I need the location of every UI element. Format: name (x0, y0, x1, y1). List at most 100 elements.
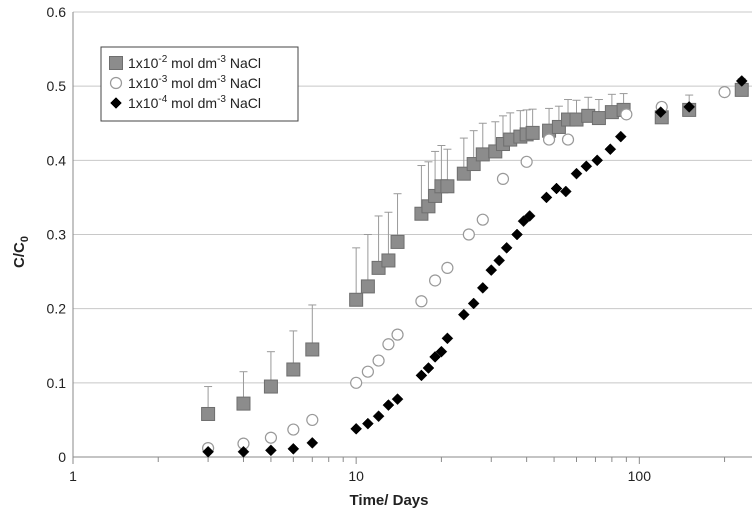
data-point-diamond (441, 332, 454, 345)
data-point-diamond (382, 399, 395, 411)
data-point-circle (372, 354, 385, 367)
data-point-diamond (604, 143, 617, 156)
data-point-circle (391, 328, 404, 341)
legend-label-part: -2 (158, 54, 167, 65)
data-point-square (263, 379, 278, 394)
legend-label-part: 1x10 (128, 95, 159, 111)
data-point-diamond (415, 369, 428, 382)
legend-label-part: -4 (158, 94, 167, 105)
data-point-circle (306, 413, 319, 427)
data-point-square (604, 105, 619, 120)
data-point-diamond (511, 228, 523, 241)
legend-label-part: -3 (217, 54, 226, 65)
data-point-diamond (265, 444, 277, 457)
x-tick-label: 100 (628, 468, 652, 484)
data-point-diamond (350, 422, 363, 435)
x-tick-label: 1 (69, 468, 77, 484)
data-point-circle (561, 133, 575, 146)
data-point-diamond (500, 241, 513, 254)
legend-label-part: -3 (217, 74, 226, 85)
legend-marker-diamond (110, 97, 122, 109)
data-point-square (236, 396, 251, 411)
data-point-diamond (523, 210, 536, 222)
y-tick-label: 0.6 (47, 4, 67, 20)
data-point-circle (264, 431, 278, 444)
data-point-diamond (372, 410, 385, 423)
data-point-diamond (422, 362, 435, 374)
data-point-diamond (429, 351, 441, 363)
x-axis-title: Time/ Days (350, 492, 429, 509)
data-point-square (569, 112, 584, 127)
y-tick-label: 0.2 (47, 301, 67, 317)
data-point-circle (476, 213, 489, 226)
data-point-square (591, 111, 606, 126)
data-point-circle (718, 85, 731, 99)
legend-label-part: NaCl (226, 75, 261, 91)
data-point-diamond (467, 297, 480, 310)
data-point-circle (287, 423, 300, 436)
gridlines (73, 11, 752, 384)
data-point-circle (620, 108, 633, 121)
data-point-diamond (654, 106, 667, 118)
legend-label: 1x10-3 mol dm-3 NaCl (128, 74, 261, 91)
data-point-circle (415, 295, 428, 308)
legend-marker-circle (109, 76, 123, 90)
data-point-diamond (476, 282, 489, 294)
data-point-diamond (580, 160, 593, 173)
data-point-diamond (591, 154, 604, 167)
data-point-circle (542, 133, 556, 146)
legend-label: 1x10-4 mol dm-3 NaCl (128, 94, 261, 111)
data-point-square (305, 342, 320, 357)
data-point-diamond (306, 437, 319, 449)
x-tick-labels: 1 10 100 (69, 468, 651, 484)
y-tick-label: 0.4 (47, 152, 67, 168)
data-point-circle (462, 228, 475, 241)
data-point-diamond (559, 185, 572, 198)
legend-label-part: mol dm (167, 55, 217, 71)
y-tick-labels: 0 0.1 0.2 0.3 0.4 0.5 0.6 (47, 4, 67, 465)
data-point-circle (361, 365, 374, 378)
data-point-diamond (550, 182, 563, 195)
legend-label-part: 1x10 (128, 75, 159, 91)
data-point-diamond (493, 254, 506, 267)
legend-box (100, 46, 299, 122)
legend-label-part: mol dm (167, 95, 217, 111)
data-point-diamond (287, 442, 300, 455)
legend-label-part: NaCl (226, 95, 261, 111)
data-point-diamond (362, 417, 374, 430)
data-point-square (360, 279, 375, 294)
y-axis-title-sub: 0 (19, 236, 31, 242)
data-point-circle (520, 155, 533, 168)
data-point-circle (428, 274, 442, 287)
legend-label-part: mol dm (167, 75, 217, 91)
data-point-square (349, 292, 364, 307)
y-tick-label: 0.3 (47, 227, 67, 243)
data-point-diamond (540, 191, 553, 204)
data-point-square (390, 234, 405, 249)
legend-marker-square (109, 56, 123, 70)
data-point-circle (441, 261, 454, 274)
data-point-square (475, 147, 490, 162)
y-tick-label: 0 (58, 449, 66, 465)
data-point-diamond (202, 445, 214, 458)
data-points (201, 75, 749, 458)
data-point-square (286, 362, 301, 377)
data-point-diamond (485, 264, 498, 276)
y-tick-label: 0.5 (47, 78, 67, 94)
legend-label-part: NaCl (226, 55, 261, 71)
data-point-diamond (614, 130, 627, 143)
y-tick-label: 0.1 (47, 375, 67, 391)
data-point-diamond (457, 308, 470, 321)
y-axis-title: C/C0 (11, 236, 31, 268)
y-axis-title-main: C/C (11, 242, 28, 268)
data-point-diamond (435, 345, 448, 358)
data-point-square (525, 125, 540, 140)
axes (72, 12, 752, 464)
data-point-circle (350, 376, 363, 389)
data-point-diamond (683, 101, 696, 113)
data-point-circle (382, 338, 395, 351)
legend-label-part: -3 (217, 94, 226, 105)
data-point-square (440, 179, 455, 194)
